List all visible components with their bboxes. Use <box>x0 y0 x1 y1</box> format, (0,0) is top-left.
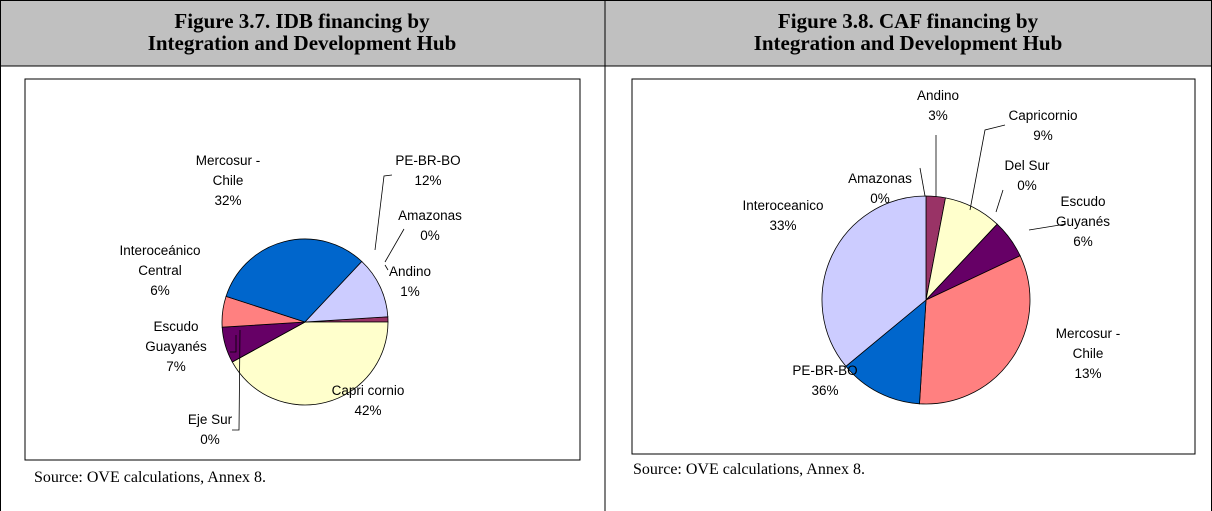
slice-label: Interoceanico <box>742 198 823 213</box>
pie-slice <box>304 260 389 323</box>
figure-title: Figure 3.7. IDB financing by Integration … <box>148 9 457 55</box>
slice-label: Mercosur -Chile <box>1056 326 1121 361</box>
leader-line <box>384 264 389 271</box>
header-band <box>0 0 1212 66</box>
slice-label: Andino <box>917 88 959 103</box>
leader-line <box>232 329 241 431</box>
slice-label: Amazonas <box>398 208 462 223</box>
source-note: Source: OVE calculations, Annex 8. <box>633 461 865 478</box>
slice-label: Del Sur <box>1004 158 1050 173</box>
slice-value-label: 7% <box>166 359 186 374</box>
leader-line <box>969 124 1006 211</box>
leader-line <box>230 335 237 353</box>
slice-label: Escudo Guayanés <box>145 319 207 354</box>
slice-value-label: 0% <box>200 432 220 447</box>
slice-label: Eje Sur <box>188 412 233 427</box>
leader-line <box>1028 223 1067 231</box>
pie-slice <box>919 255 1031 405</box>
slice-value-label: 12% <box>414 173 441 188</box>
slice-value-label: 1% <box>400 284 420 299</box>
slice-label: Andino <box>389 264 431 279</box>
slice-value-label: 42% <box>354 403 381 418</box>
slice-label: Amazonas <box>848 171 912 186</box>
slice-value-label: 3% <box>928 108 948 123</box>
slice-value-label: 13% <box>1074 366 1101 381</box>
source-note: Source: OVE calculations, Annex 8. <box>34 469 266 486</box>
slice-value-label: 9% <box>1033 128 1053 143</box>
figure-title: Figure 3.8. CAF financing by Integration … <box>754 9 1063 55</box>
slice-value-label: 32% <box>214 193 241 208</box>
slice-value-label: 0% <box>420 228 440 243</box>
slice-label: Capricornio <box>1008 108 1077 123</box>
pie-slice <box>821 195 927 367</box>
pie-slice <box>225 238 363 323</box>
pie-slice <box>231 321 389 406</box>
leader-line <box>919 167 926 197</box>
slice-label: PE-BR-BO <box>395 153 460 168</box>
slice-label: Mercosur -Chile <box>196 153 261 188</box>
slice-value-label: 6% <box>1073 234 1093 249</box>
slice-label: Interoceánico Central <box>119 243 200 278</box>
leader-line <box>995 189 1004 213</box>
slice-label: PE-BR-BO <box>792 363 857 378</box>
leader-line <box>384 228 405 263</box>
slice-label: Capri cornio <box>332 383 405 398</box>
pie-slice <box>845 299 927 405</box>
leader-line <box>374 174 393 251</box>
slice-label: Escudo Guyanés <box>1056 194 1110 229</box>
slice-value-label: 33% <box>769 218 796 233</box>
slice-value-label: 0% <box>1017 178 1037 193</box>
slice-value-label: 36% <box>811 383 838 398</box>
slice-value-label: 0% <box>870 191 890 206</box>
slice-value-label: 6% <box>150 283 170 298</box>
